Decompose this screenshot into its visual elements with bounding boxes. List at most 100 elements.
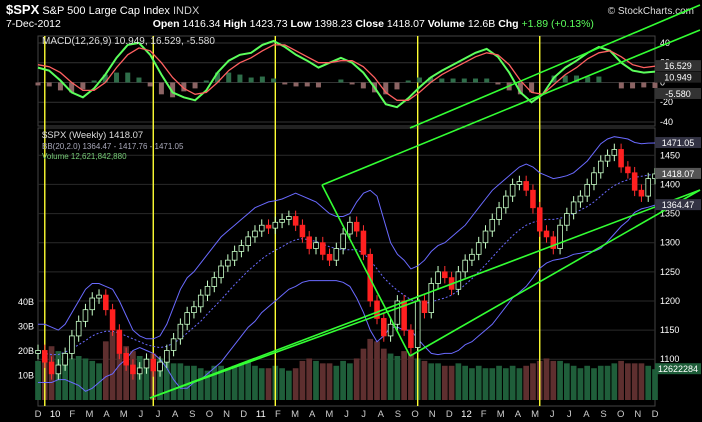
volume-bar	[421, 360, 428, 400]
price-ytick: 1300	[660, 238, 680, 248]
candle-body	[577, 195, 584, 203]
candle-body	[326, 253, 333, 261]
candle-body	[428, 283, 435, 314]
x-tick-label: A	[515, 409, 522, 420]
macd-histogram-bar	[473, 78, 479, 83]
candle-body	[394, 300, 401, 325]
trend-channel-line	[321, 29, 701, 186]
candle-body	[69, 335, 75, 354]
exchange: INDX	[173, 5, 200, 17]
macd-histogram-bar	[136, 77, 142, 83]
volume-bar	[509, 365, 516, 400]
macd-histogram-bar	[338, 79, 344, 83]
candle-body	[258, 224, 265, 232]
volume-bar	[401, 351, 407, 400]
index-name: S&P 500 Large Cap Index	[42, 5, 170, 17]
candle-body	[252, 230, 258, 238]
close-value-label-bg	[655, 167, 701, 179]
candle-body	[475, 242, 482, 255]
volume-bar	[577, 368, 584, 400]
volume-bar	[258, 368, 265, 400]
x-tick-label: N	[223, 409, 230, 420]
trend-channel-line	[409, 4, 701, 129]
candle-body	[482, 230, 489, 244]
volume-bar	[333, 365, 340, 400]
x-tick-label: D	[446, 409, 453, 420]
volume-bar	[123, 346, 129, 400]
macd-histogram-bar	[192, 82, 198, 89]
macd-histogram-bar	[181, 82, 187, 92]
macd-histogram-bar	[573, 75, 579, 83]
macd-histogram-bar	[147, 82, 153, 87]
candle-body	[570, 201, 577, 214]
volume-bar	[89, 360, 96, 400]
volume-bar	[625, 363, 631, 400]
macd-histogram-bar	[461, 78, 467, 83]
macd-ytick: -40	[660, 117, 673, 127]
macd-histogram-bar	[428, 77, 434, 83]
candle-body	[469, 253, 475, 261]
volume-bar	[319, 363, 326, 400]
volume-bar	[597, 365, 604, 400]
volume-bar	[35, 360, 41, 400]
macd-histogram-bar	[439, 78, 445, 83]
candle-body	[184, 312, 190, 325]
volume-bar	[204, 370, 211, 400]
candle-body	[225, 259, 231, 267]
candle-body	[89, 297, 96, 311]
candle-body	[292, 216, 299, 226]
volume-bar	[143, 358, 150, 400]
volume-bar	[353, 358, 360, 400]
macd-value-label: 10.949	[664, 73, 692, 83]
macd-histogram-bar	[484, 78, 490, 83]
candle-body	[299, 224, 306, 238]
macd-histogram-bar	[529, 82, 535, 93]
macd-histogram-bar	[226, 72, 232, 83]
volume-bar	[523, 365, 530, 400]
candle-body	[279, 218, 285, 223]
candle-body	[442, 271, 448, 279]
volume-bar	[618, 360, 624, 400]
macd-histogram-bar	[304, 82, 310, 87]
x-tick-label: M	[120, 409, 128, 420]
macd-value-label-bg	[655, 71, 701, 83]
volume-bar	[96, 363, 102, 400]
volume-bar	[62, 356, 68, 400]
price-panel-frame	[37, 127, 656, 407]
volume-bar	[286, 370, 292, 400]
bb-lower-value-label: 1364.47	[662, 200, 695, 210]
candle-body	[408, 329, 414, 348]
x-tick-label: A	[583, 409, 590, 420]
open-value: 1416.34	[182, 18, 221, 30]
volume-bar	[530, 363, 536, 400]
bb-upper-value-label: 1471.05	[662, 138, 695, 148]
candle-body	[564, 213, 570, 226]
volume-bar	[469, 368, 475, 400]
macd-histogram-bar	[35, 82, 41, 86]
x-tick-label: 10	[50, 409, 61, 420]
x-tick-label: F	[69, 409, 75, 420]
candle-body	[164, 350, 170, 363]
bb-upper-band	[38, 136, 656, 340]
candle-body	[286, 216, 292, 220]
volume-bar	[408, 353, 414, 400]
volume-bar	[252, 365, 258, 400]
candle-body	[272, 221, 279, 229]
volume-bar	[380, 348, 387, 400]
volume-bar	[211, 365, 218, 400]
candle-body	[414, 300, 421, 348]
volume-bar	[157, 358, 163, 400]
volume-value-label-bg	[655, 363, 701, 375]
volume-bar	[496, 365, 502, 400]
price-legend: $SPX (Weekly) 1418.07	[42, 130, 143, 141]
volume-bar	[177, 363, 184, 400]
volume-bar	[448, 365, 455, 400]
volume-ytick: 30B	[18, 322, 34, 332]
signal-value-label-bg	[655, 60, 701, 72]
macd-histogram-bar	[618, 82, 624, 89]
volume-value-label: 12622284	[658, 364, 698, 374]
candle-body	[150, 358, 157, 372]
volume-legend: Volume 12,621,842,880	[42, 152, 127, 161]
close-value: 1418.07	[386, 18, 425, 30]
